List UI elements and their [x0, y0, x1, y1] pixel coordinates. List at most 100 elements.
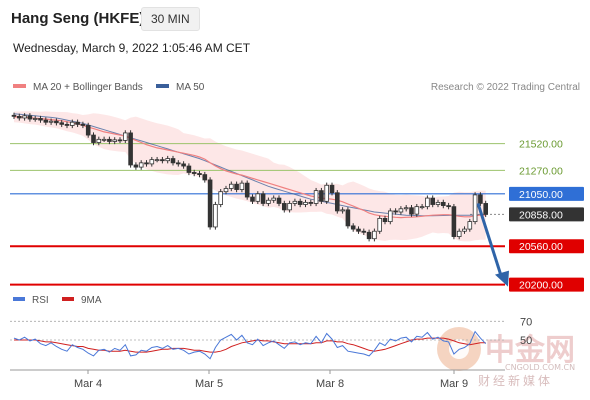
candle: [144, 160, 149, 167]
x-tick-label-3: Mar 9: [440, 378, 468, 390]
credit-label: Research © 2022 Trading Central: [431, 82, 580, 93]
candle: [48, 118, 54, 125]
candle: [446, 202, 451, 210]
main-legend: MA 20 + Bollinger Bands MA 50 Research ©…: [13, 82, 580, 93]
candle-body: [43, 119, 49, 123]
candle-body: [478, 194, 483, 204]
price-tag-bg-support-4: [509, 239, 584, 254]
candle: [213, 201, 218, 230]
candle: [377, 215, 382, 234]
candle-body: [128, 132, 133, 166]
candle: [181, 161, 186, 169]
candle: [70, 119, 75, 129]
candlesticks: [11, 112, 488, 242]
timeframe-button[interactable]: 30 MIN: [141, 7, 200, 31]
candle: [260, 191, 266, 207]
candle-body: [472, 194, 478, 223]
candle: [32, 115, 38, 122]
candle: [154, 156, 160, 163]
candle-body: [303, 201, 308, 205]
candle-body: [345, 209, 351, 227]
candle-body: [271, 197, 276, 201]
candle: [313, 187, 319, 207]
candle-body: [297, 200, 303, 205]
candle-body: [144, 162, 149, 165]
candle: [319, 187, 324, 204]
candle-body: [38, 118, 43, 121]
candle-body: [165, 158, 171, 162]
candle: [207, 177, 213, 230]
candle: [393, 208, 398, 215]
candle: [16, 113, 22, 121]
candle: [483, 200, 488, 218]
candle-body: [462, 228, 467, 232]
candle-body: [16, 115, 22, 119]
price-tag-label-support-4: 20560.00: [519, 241, 563, 253]
candle-body: [255, 193, 261, 202]
candle: [340, 207, 345, 214]
candle: [138, 160, 144, 170]
candle-body: [218, 191, 224, 205]
candle-body: [329, 184, 335, 194]
candle: [419, 203, 425, 210]
candle-body: [382, 218, 388, 223]
price-tag-label-resistance-1: 21270.00: [519, 165, 563, 177]
bollinger-band-area: [14, 111, 486, 242]
candle-body: [430, 197, 435, 205]
instrument-title: Hang Seng (HKFE): [11, 10, 145, 27]
candle-body: [154, 159, 160, 162]
ma20-legend-label: MA 20 + Bollinger Bands: [33, 82, 143, 93]
candle-body: [419, 206, 425, 209]
candle-body: [244, 182, 250, 198]
ma20-line: [13, 116, 486, 219]
candle-body: [292, 200, 298, 204]
candle: [456, 228, 462, 240]
candle: [451, 203, 457, 240]
candle-body: [377, 218, 382, 232]
candle-body: [356, 228, 361, 232]
candle-body: [276, 197, 282, 204]
price-tag-label-resistance-0: 21520.00: [519, 139, 563, 151]
candle-body: [138, 162, 144, 168]
rsi-tick-label-50: 50: [520, 335, 532, 347]
candle-body: [181, 163, 186, 167]
candle-body: [366, 231, 372, 240]
candle: [334, 190, 340, 214]
candle-body: [456, 230, 462, 237]
candle: [329, 182, 335, 196]
candle-body: [32, 118, 38, 120]
candle-body: [435, 201, 441, 205]
candle-body: [11, 114, 17, 117]
candle: [271, 195, 276, 203]
candle-body: [160, 159, 165, 162]
chart-header: Hang Seng (HKFE) 30 MIN Wednesday, March…: [0, 0, 590, 68]
candle-body: [403, 207, 409, 210]
rsi-ma-legend-swatch: [62, 297, 74, 301]
candle: [175, 160, 181, 167]
candle-body: [107, 138, 112, 142]
candle-body: [202, 174, 208, 181]
candle: [54, 118, 59, 126]
candle: [43, 117, 49, 125]
candle-body: [112, 139, 118, 142]
candle-body: [91, 134, 96, 143]
candle: [266, 197, 271, 207]
candle: [149, 156, 155, 167]
candle-body: [387, 210, 393, 223]
candle-body: [398, 208, 404, 213]
candle-body: [101, 138, 107, 141]
price-tags: 21520.00 21270.00 21050.00 20858.00 20560.00…: [509, 139, 584, 292]
candle: [64, 121, 70, 129]
rsi-ma-legend-label: 9MA: [81, 295, 102, 306]
ma50-legend-swatch: [156, 84, 169, 88]
price-tag-label-support-5: 20200.00: [519, 280, 563, 292]
rsi-pane: 70 50: [10, 316, 532, 360]
candle: [287, 200, 292, 213]
candle-body: [117, 139, 123, 142]
candle-body: [223, 188, 229, 193]
candle-body: [414, 206, 420, 215]
candle: [403, 205, 409, 212]
candle: [382, 215, 388, 225]
candle-body: [22, 115, 27, 119]
candle: [11, 112, 17, 120]
